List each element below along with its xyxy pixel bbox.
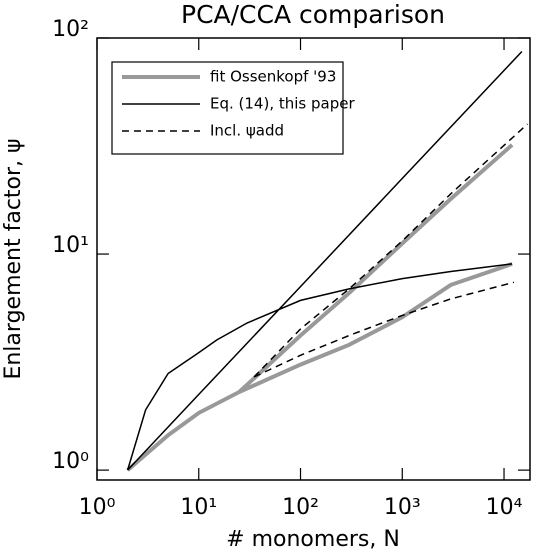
y-axis-label: Enlargement factor, ψ (1, 138, 26, 379)
y-tick-label: 10⁰ (52, 449, 89, 474)
x-tick-label: 10⁰ (79, 495, 116, 520)
series-line (126, 143, 514, 472)
x-tick-label: 10³ (384, 495, 421, 520)
x-axis-label: # monomers, N (226, 527, 400, 552)
x-tick-label: 10¹ (180, 495, 217, 520)
y-tick-label: 10¹ (52, 233, 89, 258)
y-tick-label: 10² (52, 17, 89, 42)
series-line (126, 50, 523, 471)
legend-label: fit Ossenkopf '93 (210, 68, 336, 86)
legend-label: Eq. (14), this paper (210, 95, 355, 113)
legend-label: Incl. ψadd (210, 122, 284, 140)
x-tick-label: 10² (282, 495, 319, 520)
series-line (253, 123, 529, 378)
plot-frame (96, 37, 531, 481)
x-tick-label: 10⁴ (486, 495, 523, 520)
chart-title: PCA/CCA comparison (181, 0, 445, 29)
